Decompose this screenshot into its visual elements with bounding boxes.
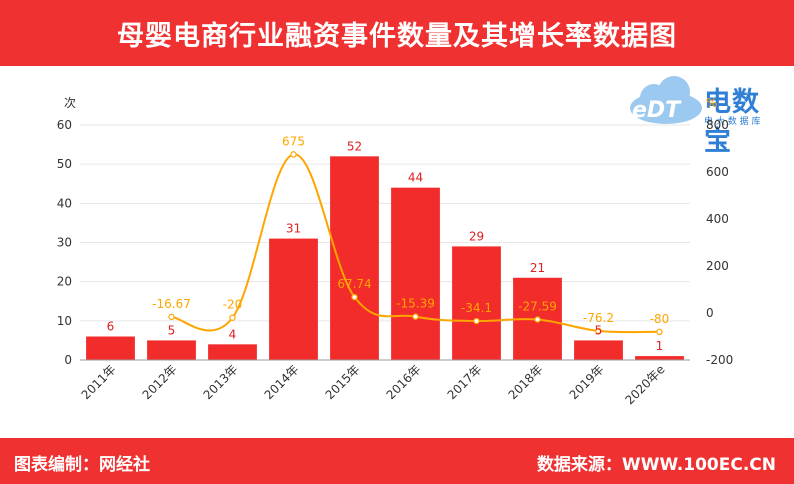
x-tick-label: 2011年 xyxy=(79,362,119,402)
y-right-tick-label: -200 xyxy=(706,353,733,367)
chart-title: 母婴电商行业融资事件数量及其增长率数据图 xyxy=(117,20,677,52)
footer-bar: 图表编制：网经社 数据来源：WWW.100EC.CN xyxy=(0,438,794,484)
bar xyxy=(269,238,318,360)
bar-value-label: 5 xyxy=(595,323,603,337)
y-left-tick-label: 40 xyxy=(57,196,72,210)
bar-value-label: 6 xyxy=(107,320,115,334)
line-value-label: 67.74 xyxy=(337,277,371,291)
x-tick-label: 2017年 xyxy=(445,362,485,402)
bar-value-label: 4 xyxy=(229,327,237,341)
logo-name: 电数宝 xyxy=(704,87,760,157)
line-point xyxy=(412,313,419,320)
chart-canvas: 0 10 20 30 40 50 60 -200 0 200 400 600 800 次 % 2011年 201… xyxy=(57,96,734,407)
line-point xyxy=(168,313,175,321)
line-point xyxy=(656,328,663,335)
x-tick-label: 2013年 xyxy=(201,362,241,402)
y-left-tick-label: 30 xyxy=(57,236,72,250)
title-bar: 母婴电商行业融资事件数量及其增长率数据图 xyxy=(0,0,794,66)
line-point xyxy=(351,293,358,301)
bar xyxy=(391,187,440,360)
y-right-tick-label: 600 xyxy=(706,165,729,179)
bar xyxy=(635,356,684,360)
bar xyxy=(147,340,196,360)
bar xyxy=(86,336,135,360)
footer-source: 数据来源：WWW.100EC.CN xyxy=(536,455,776,475)
line-point xyxy=(290,151,297,158)
bar-value-label: 5 xyxy=(168,323,176,337)
y-left-tick-label: 10 xyxy=(57,314,72,328)
y-right-tick-label: 800 xyxy=(706,118,729,132)
bar-value-label: 44 xyxy=(408,171,423,185)
x-tick-label: 2019年 xyxy=(567,362,607,402)
line-point xyxy=(229,314,236,321)
y-right-tick-label: 400 xyxy=(706,212,729,226)
line-value-label: -34.1 xyxy=(461,301,492,315)
y-left-tick-label: 50 xyxy=(57,157,72,171)
bar-value-label: 21 xyxy=(530,261,545,275)
x-tick-label: 2015年 xyxy=(323,362,363,402)
logo-mark: eDT xyxy=(632,98,681,123)
bar-value-label: 1 xyxy=(656,339,664,353)
bar xyxy=(208,344,257,360)
line-point xyxy=(595,327,602,335)
y-left-tick-label: 60 xyxy=(57,118,72,132)
line-value-label: 675 xyxy=(282,134,305,148)
grid-lines xyxy=(80,124,690,322)
bar-value-label: 52 xyxy=(347,139,362,153)
line-value-label: -15.39 xyxy=(396,297,435,311)
y-right-tick-label: 0 xyxy=(706,306,714,320)
bar-value-label: 29 xyxy=(469,229,484,243)
line-point xyxy=(473,317,480,325)
x-tick-label: 2018年 xyxy=(506,362,546,402)
data-labels: 6 5 4 31 52 44 29 21 5 1 -16.67 -20 675 67.74 -15.39 -3… xyxy=(107,134,670,353)
brand-logo: eDT 电数宝 电 大 数 据 库 xyxy=(626,74,776,157)
line-value-label: -20 xyxy=(223,298,243,312)
line-point xyxy=(534,316,541,323)
footer-credit: 图表编制：网经社 xyxy=(14,455,150,475)
x-tick-label: 2016年 xyxy=(384,362,424,402)
x-tick-label: 2020年e xyxy=(622,362,667,407)
logo-subtitle: 电 大 数 据 库 xyxy=(704,117,761,127)
bar xyxy=(452,246,501,360)
y-right-tick-label: 200 xyxy=(706,259,729,273)
line-value-label: -76.2 xyxy=(583,311,614,325)
line-series xyxy=(168,151,663,335)
cloud-icon xyxy=(630,76,702,124)
y-right-axis-label: % xyxy=(706,96,717,110)
y-left-tick-label: 20 xyxy=(57,275,72,289)
y-left-tick-label: 0 xyxy=(64,353,72,367)
y-left-axis-label: 次 xyxy=(64,96,76,110)
line-value-label: -80 xyxy=(650,312,670,326)
bar xyxy=(574,340,623,360)
line-value-label: -27.59 xyxy=(518,299,557,313)
growth-rate-line xyxy=(171,153,660,334)
line-value-label: -16.67 xyxy=(152,297,191,311)
bar-value-label: 31 xyxy=(286,222,301,236)
x-tick-label: 2012年 xyxy=(140,362,180,402)
x-tick-label: 2014年 xyxy=(262,362,302,402)
